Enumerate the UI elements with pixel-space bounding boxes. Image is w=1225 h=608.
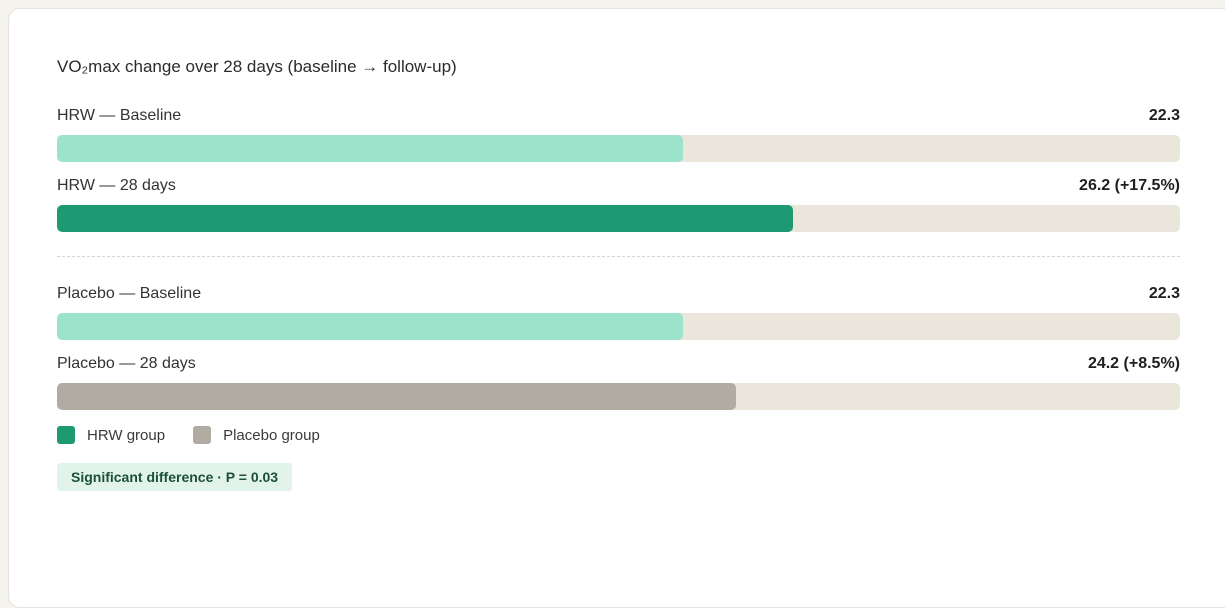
bar-track [57, 383, 1180, 410]
chart-legend: HRW group Placebo group [57, 425, 1180, 445]
bar-value-label: 22.3 [1148, 285, 1180, 302]
legend-label: Placebo group [223, 426, 320, 444]
legend-swatch [57, 426, 75, 444]
bar-track [57, 313, 1180, 340]
bar-label: Placebo — 28 days [57, 355, 196, 372]
bar-row-placebo-baseline: Placebo — Baseline 22.3 [57, 283, 1180, 353]
bar-fill [57, 205, 793, 232]
bar-label: HRW — 28 days [57, 177, 176, 194]
bar-label: HRW — Baseline [57, 107, 182, 124]
chart-card: VO₂max change over 28 days (baseline → f… [8, 8, 1225, 608]
bar-row-placebo-28-days: Placebo — 28 days 24.2 (+8.5%) [57, 353, 1180, 423]
bar-value-label: 24.2 (+8.5%) [1087, 355, 1180, 372]
bar-row-hrw-28-days: HRW — 28 days 26.2 (+17.5%) [57, 175, 1180, 245]
bar-label: Placebo — Baseline [57, 285, 202, 302]
chart-content: VO₂max change over 28 days (baseline → f… [57, 55, 1180, 491]
legend-label: HRW group [87, 426, 166, 444]
legend-swatch [193, 426, 212, 444]
bar-fill [57, 383, 737, 410]
chart-title: VO₂max change over 28 days (baseline → f… [57, 57, 457, 76]
legend-item-hrw: HRW group [57, 426, 165, 444]
bar-track [57, 205, 1180, 232]
bar-fill [57, 313, 684, 340]
significance-badge: Significant difference · P = 0.03 [57, 463, 293, 491]
bar-fill [57, 135, 684, 162]
bar-value-label: 22.3 [1148, 107, 1180, 124]
bar-track [57, 135, 1180, 162]
group-divider [57, 256, 1180, 257]
legend-item-placebo: Placebo group [193, 426, 320, 444]
bar-row-hrw-baseline: HRW — Baseline 22.3 [57, 105, 1180, 175]
bar-value-label: 26.2 (+17.5%) [1079, 177, 1180, 194]
